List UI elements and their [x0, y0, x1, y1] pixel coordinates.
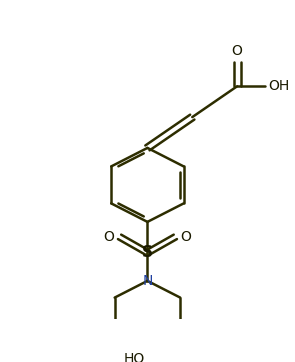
Text: N: N	[142, 274, 153, 288]
Text: O: O	[180, 230, 191, 244]
Text: HO: HO	[123, 352, 145, 362]
Text: OH: OH	[268, 79, 289, 93]
Text: O: O	[232, 44, 242, 58]
Text: O: O	[104, 230, 114, 244]
Text: S: S	[142, 245, 153, 260]
